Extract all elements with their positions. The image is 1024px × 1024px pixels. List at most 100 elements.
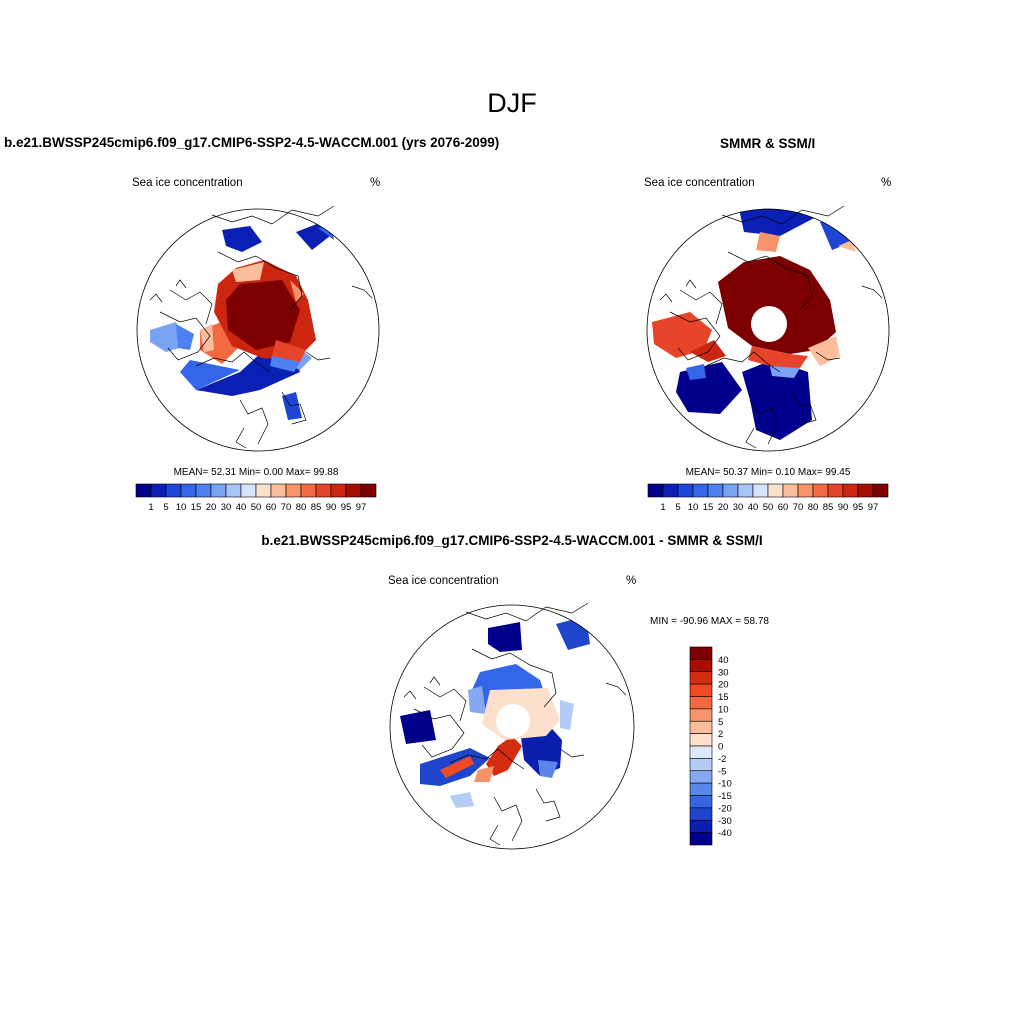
- diff-colorbar-tick-label: 20: [718, 680, 729, 691]
- obs-colorbar-swatch: [752, 483, 769, 498]
- model-colorbar: 1 5 10 15 20 30 40 50 60 70 80 85 90 95 97: [135, 483, 377, 513]
- obs-colorbar-swatch: [677, 483, 694, 498]
- obs-colorbar-swatch: [647, 483, 664, 498]
- diff-colorbar-swatch: [689, 807, 713, 821]
- model-colorbar-swatch: [240, 483, 257, 498]
- obs-colorbar: 1 5 10 15 20 30 40 50 60 70 80 85 90 95 97: [647, 483, 889, 513]
- diff-colorbar-tick-label: -10: [718, 779, 732, 790]
- model-colorbar-swatch: [210, 483, 227, 498]
- obs-colorbar-swatch: [737, 483, 754, 498]
- obs-colorbar-tick-label: 40: [748, 502, 759, 513]
- obs-colorbar-tick-label: 80: [808, 502, 819, 513]
- obs-colorbar-tick-label: 97: [868, 502, 879, 513]
- diff-colorbar-tick-label: 40: [718, 655, 729, 666]
- diff-colorbar-tick-label: 30: [718, 667, 729, 678]
- obs-colorbar-swatch: [812, 483, 829, 498]
- model-units-label: %: [370, 177, 381, 189]
- model-colorbar-tick-label: 10: [176, 502, 187, 513]
- obs-colorbar-tick-label: 60: [778, 502, 789, 513]
- diff-units-label: %: [626, 575, 637, 587]
- diff-colorbar-tick-label: -5: [718, 766, 726, 777]
- obs-colorbar-swatch: [872, 483, 889, 498]
- model-colorbar-tick-label: 70: [281, 502, 292, 513]
- obs-colorbar-swatch: [782, 483, 799, 498]
- diff-colorbar-swatch: [689, 671, 713, 685]
- obs-colorbar-tick-label: 70: [793, 502, 804, 513]
- model-colorbar-swatch: [330, 483, 347, 498]
- obs-colorbar-tick-label: 50: [763, 502, 774, 513]
- diff-colorbar-swatch: [689, 770, 713, 784]
- model-colorbar-tick-label: 20: [206, 502, 217, 513]
- model-colorbar-tick-label: 97: [356, 502, 367, 513]
- obs-colorbar-tick-label: 30: [733, 502, 744, 513]
- model-colorbar-tick-label: 5: [163, 502, 168, 513]
- diff-colorbar-tick-label: -20: [718, 803, 732, 814]
- model-colorbar-tick-label: 60: [266, 502, 277, 513]
- model-colorbar-swatch: [135, 483, 152, 498]
- model-colorbar-tick-label: 80: [296, 502, 307, 513]
- model-colorbar-swatch: [255, 483, 272, 498]
- diff-panel-title: b.e21.BWSSP245cmip6.f09_g17.CMIP6-SSP2-4…: [261, 533, 763, 548]
- obs-variable-label: Sea ice concentration: [644, 177, 755, 189]
- obs-colorbar-tick-label: 10: [688, 502, 699, 513]
- model-panel-title: b.e21.BWSSP245cmip6.f09_g17.CMIP6-SSP2-4…: [4, 135, 500, 150]
- model-map: [136, 205, 380, 452]
- model-colorbar-tick-label: 50: [251, 502, 262, 513]
- diff-colorbar-swatch: [689, 659, 713, 673]
- model-colorbar-swatch: [360, 483, 377, 498]
- obs-colorbar-swatch: [797, 483, 814, 498]
- obs-colorbar-tick-label: 5: [675, 502, 680, 513]
- model-colorbar-tick-label: 40: [236, 502, 247, 513]
- model-colorbar-swatch: [165, 483, 182, 498]
- model-colorbar-swatch: [180, 483, 197, 498]
- model-colorbar-tick-label: 95: [341, 502, 352, 513]
- model-colorbar-tick-label: 90: [326, 502, 337, 513]
- obs-colorbar-tick-label: 90: [838, 502, 849, 513]
- model-variable-label: Sea ice concentration: [132, 177, 243, 189]
- diff-colorbar-swatch: [689, 832, 713, 846]
- model-colorbar-tick-label: 85: [311, 502, 322, 513]
- diff-colorbar-tick-label: 10: [718, 704, 729, 715]
- obs-colorbar-tick-label: 20: [718, 502, 729, 513]
- model-colorbar-swatch: [285, 483, 302, 498]
- diff-colorbar-swatch: [689, 758, 713, 772]
- model-colorbar-swatch: [195, 483, 212, 498]
- diff-colorbar-swatch: [689, 646, 713, 660]
- model-colorbar-swatch: [225, 483, 242, 498]
- obs-panel-title: SMMR & SSM/I: [720, 136, 816, 151]
- obs-colorbar-tick-label: 1: [660, 502, 665, 513]
- obs-colorbar-swatch: [662, 483, 679, 498]
- obs-colorbar-swatch: [722, 483, 739, 498]
- obs-colorbar-swatch: [767, 483, 784, 498]
- obs-units-label: %: [881, 177, 892, 189]
- diff-stats: MIN = -90.96 MAX = 58.78: [650, 616, 769, 627]
- diff-colorbar-tick-label: 0: [718, 742, 723, 753]
- obs-colorbar-swatch: [707, 483, 724, 498]
- diff-colorbar-tick-label: -15: [718, 791, 732, 802]
- diff-colorbar-tick-label: 5: [718, 717, 723, 728]
- obs-colorbar-tick-label: 95: [853, 502, 864, 513]
- obs-stats: MEAN= 50.37 Min= 0.10 Max= 99.45: [685, 467, 851, 478]
- diff-colorbar-swatch: [689, 683, 713, 697]
- diff-colorbar-tick-label: -40: [718, 828, 732, 839]
- diff-colorbar-swatch: [689, 720, 713, 734]
- model-colorbar-swatch: [300, 483, 317, 498]
- diff-colorbar-swatch: [689, 696, 713, 710]
- diff-map: [389, 602, 635, 850]
- season-title: DJF: [487, 88, 537, 118]
- model-colorbar-tick-label: 30: [221, 502, 232, 513]
- diff-colorbar-tick-label: 2: [718, 729, 723, 740]
- model-colorbar-swatch: [150, 483, 167, 498]
- obs-colorbar-swatch: [692, 483, 709, 498]
- diff-colorbar-tick-label: -30: [718, 816, 732, 827]
- diff-colorbar-swatch: [689, 708, 713, 722]
- model-stats: MEAN= 52.31 Min= 0.00 Max= 99.88: [173, 467, 339, 478]
- obs-colorbar-tick-label: 85: [823, 502, 834, 513]
- diff-colorbar-swatch: [689, 733, 713, 747]
- diff-variable-label: Sea ice concentration: [388, 575, 499, 587]
- diff-colorbar-swatch: [689, 782, 713, 796]
- diff-colorbar-swatch: [689, 795, 713, 809]
- obs-map: [646, 205, 890, 452]
